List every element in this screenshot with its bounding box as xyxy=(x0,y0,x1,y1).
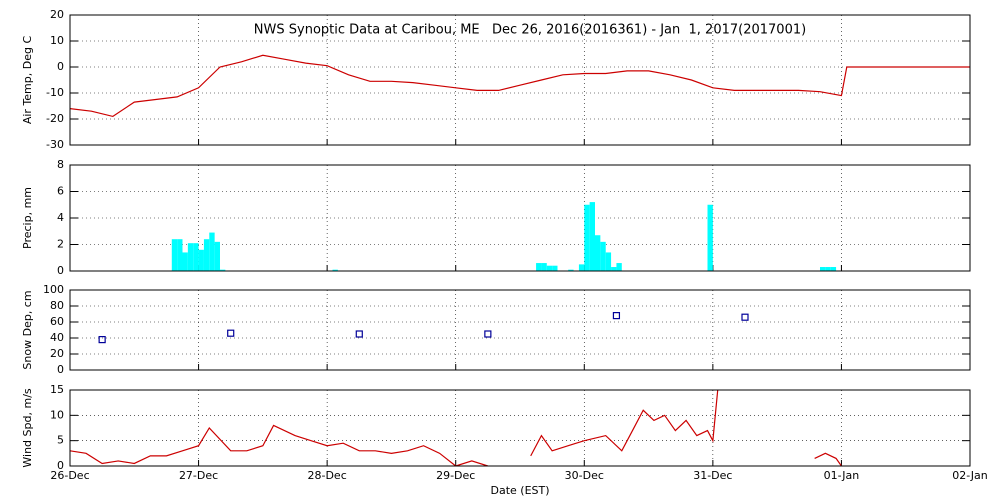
bar xyxy=(187,243,194,271)
point xyxy=(741,313,749,321)
y-tick-label: 15 xyxy=(50,383,64,396)
point xyxy=(355,330,363,338)
bar xyxy=(541,263,547,271)
bar xyxy=(578,264,585,271)
bar xyxy=(830,267,837,271)
x-tick-label: 27-Dec xyxy=(179,469,218,482)
x-tick-label: 28-Dec xyxy=(308,469,347,482)
y-tick-label: 5 xyxy=(57,434,64,447)
y-tick-label: 6 xyxy=(57,185,64,198)
frame xyxy=(69,164,971,272)
bar xyxy=(568,269,574,271)
y-tick-label: 20 xyxy=(50,347,64,360)
y-tick-label: 0 xyxy=(57,60,64,73)
point xyxy=(484,330,492,338)
x-tick-label: 26-Dec xyxy=(50,469,89,482)
y-tick-label: 20 xyxy=(50,8,64,21)
y-axis-label: Air Temp, Deg C xyxy=(21,36,34,125)
y-tick-label: 10 xyxy=(50,408,64,421)
y-tick-label: 2 xyxy=(57,238,64,251)
bar xyxy=(203,239,210,271)
line xyxy=(70,54,970,118)
x-tick-label: 29-Dec xyxy=(436,469,475,482)
bar xyxy=(595,235,601,271)
frame xyxy=(69,389,971,467)
bar xyxy=(182,252,188,271)
bar xyxy=(193,243,199,271)
bar xyxy=(589,202,595,271)
y-tick-label: 0 xyxy=(57,264,64,277)
y-tick-label: 60 xyxy=(50,315,64,328)
y-tick-label: 4 xyxy=(57,211,64,224)
y-tick-label: -30 xyxy=(46,138,64,151)
plot-area xyxy=(70,54,970,118)
point xyxy=(98,336,106,344)
bar xyxy=(214,241,220,271)
bar xyxy=(616,263,622,271)
y-tick-label: -10 xyxy=(46,86,64,99)
frame xyxy=(69,14,971,146)
y-axis-label: Snow Dep, cm xyxy=(21,290,34,369)
bar xyxy=(552,265,558,271)
bar xyxy=(820,267,826,271)
y-tick-label: 80 xyxy=(50,299,64,312)
bar xyxy=(707,204,713,271)
y-axis-label: Precip, mm xyxy=(21,187,34,249)
bar xyxy=(825,267,831,271)
y-tick-label: 100 xyxy=(43,283,64,296)
line xyxy=(70,390,842,466)
x-tick-label: 01-Jan xyxy=(824,469,860,482)
frame xyxy=(69,289,971,371)
y-tick-label: -20 xyxy=(46,112,64,125)
chart-title: NWS Synoptic Data at Caribou, ME Dec 26,… xyxy=(254,23,806,38)
plot-area xyxy=(171,202,837,271)
y-axis-label: Wind Spd, m/s xyxy=(21,388,34,468)
bar xyxy=(198,249,204,271)
plot-area xyxy=(98,312,749,344)
bar xyxy=(546,265,553,271)
bar xyxy=(177,239,183,271)
bar xyxy=(332,269,338,271)
bar xyxy=(584,204,590,271)
plot-area xyxy=(70,390,842,466)
bar xyxy=(611,267,617,271)
bar xyxy=(220,269,226,271)
x-tick-label: 31-Dec xyxy=(693,469,732,482)
y-tick-label: 40 xyxy=(50,331,64,344)
point xyxy=(612,312,621,320)
bar xyxy=(209,232,215,271)
y-tick-label: 0 xyxy=(57,363,64,376)
bar xyxy=(605,252,612,271)
y-tick-label: 8 xyxy=(57,158,64,171)
x-tick-label: 02-Jan xyxy=(952,469,988,482)
bar xyxy=(600,241,606,271)
bar xyxy=(171,239,178,271)
y-tick-label: 10 xyxy=(50,34,64,47)
point xyxy=(227,329,235,337)
bar xyxy=(536,263,542,271)
x-axis-label: Date (EST) xyxy=(490,484,549,497)
y-tick-label: 0 xyxy=(57,459,64,472)
x-tick-label: 30-Dec xyxy=(565,469,604,482)
